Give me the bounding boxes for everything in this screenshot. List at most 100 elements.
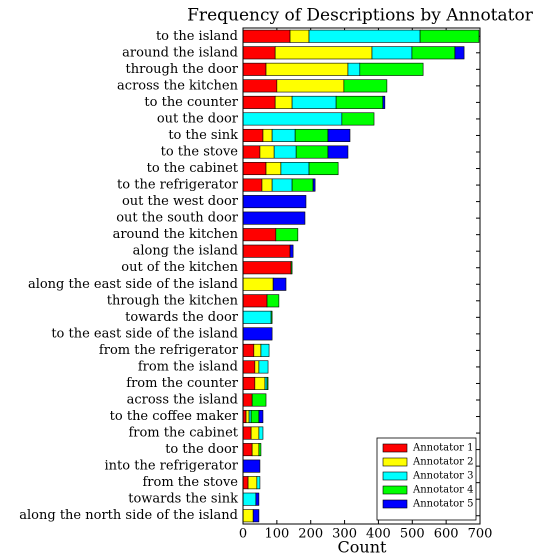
bar-segment — [411, 46, 456, 60]
bar-segment — [271, 128, 296, 142]
legend-label: Annotator 4 — [412, 485, 473, 496]
y-tick-label: along the island — [133, 244, 238, 259]
y-tick-label: to the refrigerator — [117, 178, 239, 193]
bar-segment — [280, 162, 310, 176]
bar-segment — [242, 343, 255, 357]
bar-segment — [347, 62, 361, 76]
bar-segment — [343, 79, 388, 93]
bar-segment — [242, 145, 261, 159]
x-tick-label: 500 — [400, 527, 425, 542]
bar-segment — [294, 128, 329, 142]
bar-segment — [242, 162, 267, 176]
bar-segment — [254, 376, 266, 390]
y-tick-label: to the island — [156, 29, 238, 44]
bar-segment — [258, 360, 269, 374]
bar-segment — [359, 62, 424, 76]
y-tick-label: across the island — [127, 393, 238, 408]
y-tick-label: through the door — [126, 62, 239, 77]
bar-segment — [253, 343, 262, 357]
legend-label: Annotator 3 — [412, 471, 473, 482]
bar-segment — [242, 294, 268, 308]
y-tick-label: to the counter — [144, 95, 238, 110]
x-tick-label: 100 — [264, 527, 289, 542]
bar-segment — [308, 162, 339, 176]
legend-swatch — [382, 485, 408, 495]
bar-segment — [274, 46, 373, 60]
y-tick-label: to the door — [165, 442, 239, 457]
y-tick-label: to the east side of the island — [51, 326, 238, 341]
bar-segment — [242, 95, 276, 109]
y-tick-label: from the counter — [126, 376, 239, 391]
legend-swatch — [382, 471, 408, 481]
bar-segment — [308, 29, 421, 43]
legend-swatch — [382, 443, 408, 453]
y-tick-label: to the stove — [161, 145, 239, 160]
bar-segment — [256, 476, 261, 490]
bar-segment — [242, 244, 291, 258]
bar-segment — [289, 29, 310, 43]
bar-segment — [270, 310, 273, 324]
bar-segment — [242, 195, 307, 209]
bar-segment — [454, 46, 465, 60]
bar-segment — [382, 95, 386, 109]
bar-segment — [242, 29, 291, 43]
bar-segment — [371, 46, 413, 60]
bar-segment — [275, 228, 299, 242]
x-axis-label: Count — [338, 538, 387, 556]
bar-segment — [254, 360, 260, 374]
legend-label: Annotator 2 — [412, 457, 473, 468]
y-tick-label: across the kitchen — [117, 78, 239, 93]
bar-segment — [245, 410, 250, 424]
bar-segment — [251, 443, 260, 457]
bar-segment — [335, 95, 384, 109]
bar-segment — [242, 492, 257, 506]
bar-segment — [295, 145, 329, 159]
bar-segment — [242, 476, 249, 490]
bar-segment — [260, 343, 270, 357]
bar-segment — [250, 410, 260, 424]
bar-segment — [273, 145, 297, 159]
y-tick-label: to the cabinet — [147, 161, 239, 176]
bar-segment — [252, 509, 260, 523]
bar-segment — [271, 178, 293, 192]
y-tick-label: along the east side of the island — [28, 277, 238, 292]
x-tick-label: 700 — [468, 527, 493, 542]
bar-segment — [327, 128, 351, 142]
bar-segment — [272, 277, 287, 291]
bar-segment — [259, 145, 275, 159]
y-tick-label: around the island — [122, 45, 238, 60]
legend-swatch — [382, 499, 408, 509]
y-tick-label: to the sink — [168, 128, 238, 143]
y-tick-label: out the west door — [122, 194, 239, 209]
bar-segment — [266, 376, 269, 390]
bar-segment — [265, 162, 282, 176]
y-tick-label: around the kitchen — [113, 227, 239, 242]
bar-segment — [291, 95, 337, 109]
bar-segment — [248, 410, 252, 424]
bar-segment — [242, 46, 276, 60]
x-tick-label: 300 — [332, 527, 357, 542]
bar-segment — [264, 376, 268, 390]
bar-segment — [262, 128, 273, 142]
y-tick-label: towards the sink — [128, 492, 238, 507]
bar-segment — [251, 393, 267, 407]
bar-segment — [289, 244, 294, 258]
y-tick-label: to the coffee maker — [110, 409, 239, 424]
bar-segment — [250, 426, 260, 440]
bar-segment — [258, 426, 264, 440]
y-tick-label: out the door — [157, 111, 239, 126]
legend-label: Annotator 5 — [412, 499, 473, 510]
y-tick-label: out of the kitchen — [121, 260, 238, 275]
y-tick-label: into the refrigerator — [105, 459, 239, 474]
bar-segment — [242, 310, 272, 324]
bar-segment — [242, 443, 253, 457]
y-tick-label: through the kitchen — [107, 293, 239, 308]
x-tick-label: 0 — [239, 527, 247, 542]
legend-label: Annotator 1 — [412, 443, 473, 454]
bar-segment — [242, 62, 267, 76]
bar-segment — [327, 145, 349, 159]
y-tick-label: from the island — [138, 359, 238, 374]
y-tick-label: out the south door — [116, 211, 239, 226]
bar-segment — [312, 178, 316, 192]
bar-segment — [242, 178, 263, 192]
